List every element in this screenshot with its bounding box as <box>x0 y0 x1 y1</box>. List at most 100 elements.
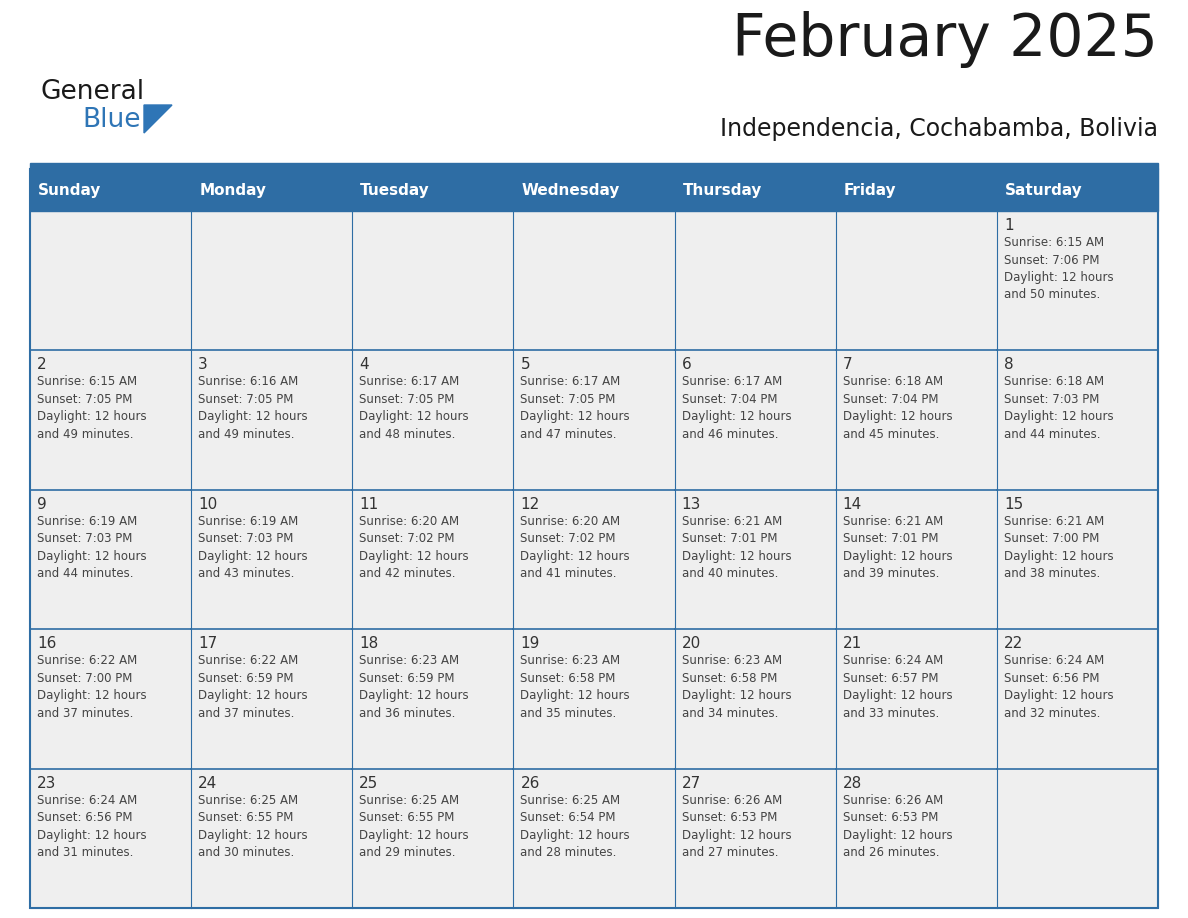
Text: Sunrise: 6:25 AM
Sunset: 6:55 PM
Daylight: 12 hours
and 29 minutes.: Sunrise: 6:25 AM Sunset: 6:55 PM Dayligh… <box>359 793 469 859</box>
Text: 21: 21 <box>842 636 862 651</box>
Text: Sunrise: 6:20 AM
Sunset: 7:02 PM
Daylight: 12 hours
and 41 minutes.: Sunrise: 6:20 AM Sunset: 7:02 PM Dayligh… <box>520 515 630 580</box>
Text: Friday: Friday <box>843 183 896 197</box>
Text: Sunrise: 6:17 AM
Sunset: 7:04 PM
Daylight: 12 hours
and 46 minutes.: Sunrise: 6:17 AM Sunset: 7:04 PM Dayligh… <box>682 375 791 441</box>
Text: 4: 4 <box>359 357 369 373</box>
Text: Sunrise: 6:18 AM
Sunset: 7:04 PM
Daylight: 12 hours
and 45 minutes.: Sunrise: 6:18 AM Sunset: 7:04 PM Dayligh… <box>842 375 953 441</box>
Bar <box>835 490 997 629</box>
Bar <box>30 490 191 629</box>
Bar <box>675 490 835 629</box>
Text: Sunday: Sunday <box>38 183 101 197</box>
Text: Sunrise: 6:17 AM
Sunset: 7:05 PM
Daylight: 12 hours
and 48 minutes.: Sunrise: 6:17 AM Sunset: 7:05 PM Dayligh… <box>359 375 469 441</box>
Text: 5: 5 <box>520 357 530 373</box>
Bar <box>191 169 353 211</box>
Bar <box>513 490 675 629</box>
Text: 19: 19 <box>520 636 539 651</box>
Text: Wednesday: Wednesday <box>522 183 620 197</box>
Bar <box>997 768 1158 908</box>
Text: Sunrise: 6:24 AM
Sunset: 6:56 PM
Daylight: 12 hours
and 32 minutes.: Sunrise: 6:24 AM Sunset: 6:56 PM Dayligh… <box>1004 655 1113 720</box>
Text: 1: 1 <box>1004 218 1013 233</box>
Bar <box>353 629 513 768</box>
Bar <box>191 629 353 768</box>
Bar <box>997 351 1158 490</box>
Text: Sunrise: 6:21 AM
Sunset: 7:01 PM
Daylight: 12 hours
and 39 minutes.: Sunrise: 6:21 AM Sunset: 7:01 PM Dayligh… <box>842 515 953 580</box>
Text: Sunrise: 6:23 AM
Sunset: 6:59 PM
Daylight: 12 hours
and 36 minutes.: Sunrise: 6:23 AM Sunset: 6:59 PM Dayligh… <box>359 655 469 720</box>
Text: 3: 3 <box>198 357 208 373</box>
Text: Sunrise: 6:24 AM
Sunset: 6:56 PM
Daylight: 12 hours
and 31 minutes.: Sunrise: 6:24 AM Sunset: 6:56 PM Dayligh… <box>37 793 146 859</box>
Text: Sunrise: 6:23 AM
Sunset: 6:58 PM
Daylight: 12 hours
and 35 minutes.: Sunrise: 6:23 AM Sunset: 6:58 PM Dayligh… <box>520 655 630 720</box>
Bar <box>30 163 1158 169</box>
Text: Sunrise: 6:18 AM
Sunset: 7:03 PM
Daylight: 12 hours
and 44 minutes.: Sunrise: 6:18 AM Sunset: 7:03 PM Dayligh… <box>1004 375 1113 441</box>
Text: 2: 2 <box>37 357 46 373</box>
Text: Sunrise: 6:17 AM
Sunset: 7:05 PM
Daylight: 12 hours
and 47 minutes.: Sunrise: 6:17 AM Sunset: 7:05 PM Dayligh… <box>520 375 630 441</box>
Bar <box>513 169 675 211</box>
Text: 25: 25 <box>359 776 379 790</box>
Bar <box>513 211 675 351</box>
Text: Sunrise: 6:22 AM
Sunset: 6:59 PM
Daylight: 12 hours
and 37 minutes.: Sunrise: 6:22 AM Sunset: 6:59 PM Dayligh… <box>198 655 308 720</box>
Text: 7: 7 <box>842 357 852 373</box>
Text: 23: 23 <box>37 776 56 790</box>
Bar <box>30 169 191 211</box>
Text: Sunrise: 6:21 AM
Sunset: 7:00 PM
Daylight: 12 hours
and 38 minutes.: Sunrise: 6:21 AM Sunset: 7:00 PM Dayligh… <box>1004 515 1113 580</box>
Bar <box>675 768 835 908</box>
Text: 6: 6 <box>682 357 691 373</box>
Text: Saturday: Saturday <box>1005 183 1082 197</box>
Text: 27: 27 <box>682 776 701 790</box>
Text: 10: 10 <box>198 497 217 512</box>
Bar <box>997 211 1158 351</box>
Text: Sunrise: 6:15 AM
Sunset: 7:05 PM
Daylight: 12 hours
and 49 minutes.: Sunrise: 6:15 AM Sunset: 7:05 PM Dayligh… <box>37 375 146 441</box>
Bar <box>513 629 675 768</box>
Bar <box>30 211 191 351</box>
Text: 8: 8 <box>1004 357 1013 373</box>
Text: 11: 11 <box>359 497 379 512</box>
Text: Monday: Monday <box>200 183 266 197</box>
Bar <box>353 768 513 908</box>
Bar <box>835 351 997 490</box>
Text: 20: 20 <box>682 636 701 651</box>
Bar <box>675 629 835 768</box>
Bar <box>30 629 191 768</box>
Bar <box>191 490 353 629</box>
Text: Sunrise: 6:25 AM
Sunset: 6:55 PM
Daylight: 12 hours
and 30 minutes.: Sunrise: 6:25 AM Sunset: 6:55 PM Dayligh… <box>198 793 308 859</box>
Bar <box>191 768 353 908</box>
Bar <box>997 169 1158 211</box>
Text: Independencia, Cochabamba, Bolivia: Independencia, Cochabamba, Bolivia <box>720 117 1158 141</box>
Text: Sunrise: 6:25 AM
Sunset: 6:54 PM
Daylight: 12 hours
and 28 minutes.: Sunrise: 6:25 AM Sunset: 6:54 PM Dayligh… <box>520 793 630 859</box>
Polygon shape <box>144 105 172 133</box>
Text: 12: 12 <box>520 497 539 512</box>
Bar <box>30 169 1158 908</box>
Bar <box>997 490 1158 629</box>
Text: Sunrise: 6:26 AM
Sunset: 6:53 PM
Daylight: 12 hours
and 26 minutes.: Sunrise: 6:26 AM Sunset: 6:53 PM Dayligh… <box>842 793 953 859</box>
Bar <box>513 351 675 490</box>
Text: General: General <box>40 79 144 105</box>
Text: 22: 22 <box>1004 636 1023 651</box>
Bar <box>191 211 353 351</box>
Bar <box>675 169 835 211</box>
Bar <box>353 351 513 490</box>
Bar <box>835 211 997 351</box>
Text: Sunrise: 6:20 AM
Sunset: 7:02 PM
Daylight: 12 hours
and 42 minutes.: Sunrise: 6:20 AM Sunset: 7:02 PM Dayligh… <box>359 515 469 580</box>
Bar <box>675 211 835 351</box>
Bar <box>675 351 835 490</box>
Bar <box>353 490 513 629</box>
Text: 18: 18 <box>359 636 379 651</box>
Bar <box>30 768 191 908</box>
Text: Sunrise: 6:16 AM
Sunset: 7:05 PM
Daylight: 12 hours
and 49 minutes.: Sunrise: 6:16 AM Sunset: 7:05 PM Dayligh… <box>198 375 308 441</box>
Text: 24: 24 <box>198 776 217 790</box>
Text: 28: 28 <box>842 776 862 790</box>
Text: Sunrise: 6:21 AM
Sunset: 7:01 PM
Daylight: 12 hours
and 40 minutes.: Sunrise: 6:21 AM Sunset: 7:01 PM Dayligh… <box>682 515 791 580</box>
Text: 26: 26 <box>520 776 539 790</box>
Text: Sunrise: 6:19 AM
Sunset: 7:03 PM
Daylight: 12 hours
and 44 minutes.: Sunrise: 6:19 AM Sunset: 7:03 PM Dayligh… <box>37 515 146 580</box>
Bar <box>835 169 997 211</box>
Text: February 2025: February 2025 <box>732 11 1158 68</box>
Text: 9: 9 <box>37 497 46 512</box>
Text: 13: 13 <box>682 497 701 512</box>
Text: 14: 14 <box>842 497 862 512</box>
Text: Sunrise: 6:23 AM
Sunset: 6:58 PM
Daylight: 12 hours
and 34 minutes.: Sunrise: 6:23 AM Sunset: 6:58 PM Dayligh… <box>682 655 791 720</box>
Bar <box>835 768 997 908</box>
Bar <box>353 211 513 351</box>
Text: Sunrise: 6:24 AM
Sunset: 6:57 PM
Daylight: 12 hours
and 33 minutes.: Sunrise: 6:24 AM Sunset: 6:57 PM Dayligh… <box>842 655 953 720</box>
Text: Sunrise: 6:15 AM
Sunset: 7:06 PM
Daylight: 12 hours
and 50 minutes.: Sunrise: 6:15 AM Sunset: 7:06 PM Dayligh… <box>1004 236 1113 301</box>
Text: 17: 17 <box>198 636 217 651</box>
Bar <box>191 351 353 490</box>
Text: 16: 16 <box>37 636 56 651</box>
